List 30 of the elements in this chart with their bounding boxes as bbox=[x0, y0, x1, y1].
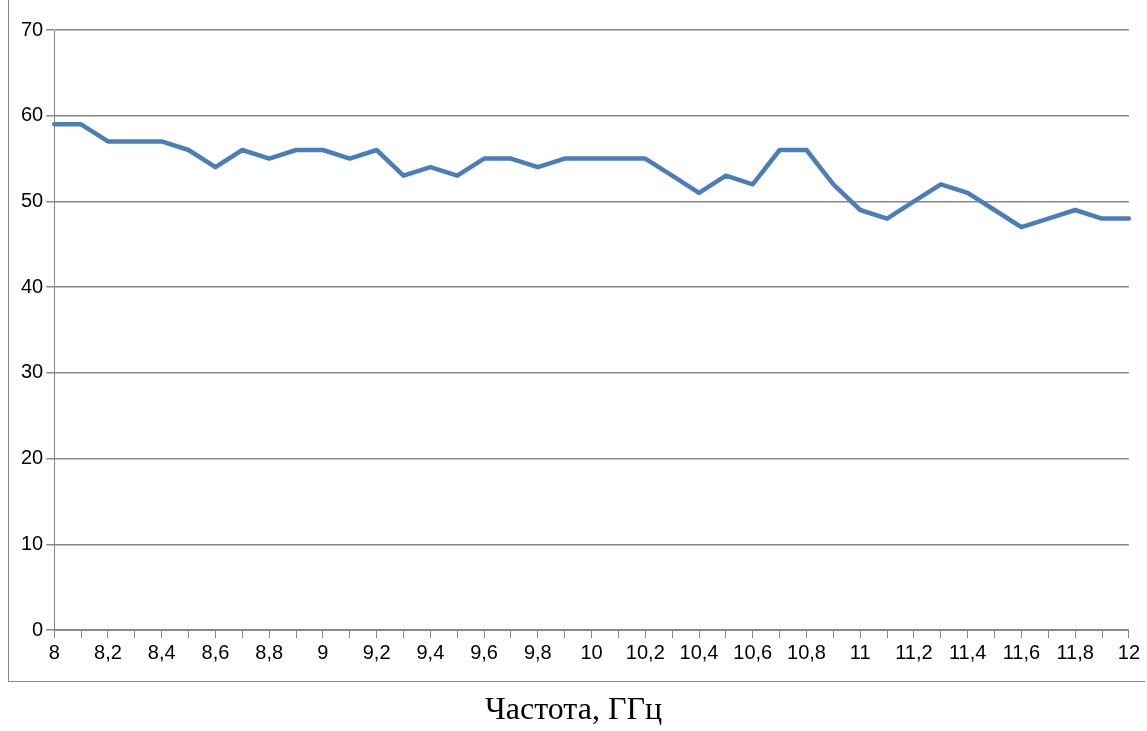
x-tick-label: 8,2 bbox=[94, 640, 122, 663]
x-tick-label: 8,4 bbox=[147, 640, 176, 663]
x-tick-label: 8 bbox=[48, 640, 60, 663]
x-tick-label: 11,2 bbox=[895, 640, 933, 663]
x-tick-label: 11,8 bbox=[1056, 640, 1094, 663]
x-axis-title: Частота, ГГц bbox=[483, 690, 663, 727]
x-tick-label: 10,2 bbox=[625, 640, 665, 663]
x-tick-label: 9,8 bbox=[523, 640, 552, 663]
y-tick-label: 40 bbox=[21, 274, 44, 297]
x-tick-label: 10,8 bbox=[787, 640, 826, 663]
y-tick-label: 70 bbox=[21, 17, 44, 40]
y-tick-label: 50 bbox=[21, 188, 44, 211]
y-tick-label: 20 bbox=[21, 446, 44, 469]
y-tick-label: 10 bbox=[21, 531, 44, 554]
x-tick-label: 10 bbox=[580, 640, 603, 663]
x-tick-label: 9,6 bbox=[470, 640, 498, 663]
x-tick-label: 10,4 bbox=[679, 640, 719, 663]
x-tick-label: 8,6 bbox=[201, 640, 230, 663]
x-tick-label: 11,4 bbox=[948, 640, 987, 663]
y-tick-label: 60 bbox=[21, 103, 44, 126]
x-tick-label: 10,6 bbox=[733, 640, 773, 663]
y-tick-label: 0 bbox=[32, 617, 44, 640]
x-tick-label: 9,2 bbox=[362, 640, 391, 663]
y-tick-label: 30 bbox=[21, 360, 44, 383]
x-tick-label: 11,6 bbox=[1002, 640, 1041, 663]
x-tick-label: 8,8 bbox=[255, 640, 284, 663]
x-tick-label: 12 bbox=[1117, 640, 1140, 663]
x-tick-label: 9 bbox=[317, 640, 329, 663]
x-tick-label: 11 bbox=[849, 640, 871, 663]
x-tick-label: 9,4 bbox=[416, 640, 445, 663]
